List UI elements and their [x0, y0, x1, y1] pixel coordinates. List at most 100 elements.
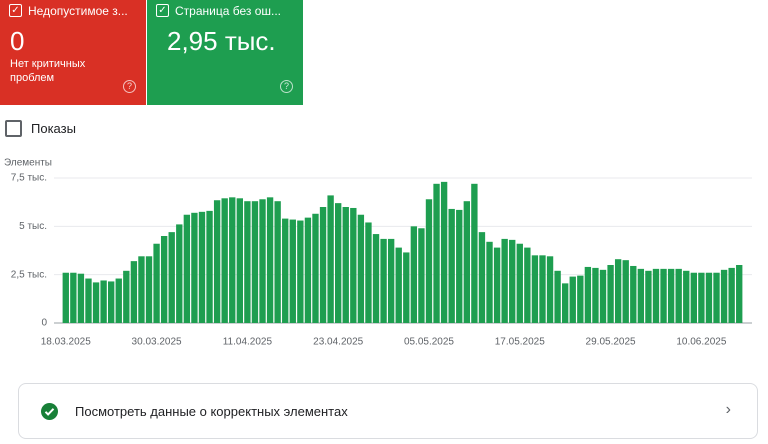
bar: [160, 236, 168, 323]
bar: [319, 207, 327, 323]
checkbox[interactable]: ✓: [9, 4, 22, 17]
bar: [471, 183, 478, 323]
bar: [509, 239, 516, 323]
x-tick-label: 23.04.2025: [313, 337, 363, 348]
checkbox[interactable]: [5, 120, 22, 137]
card-label: Недопустимое з...: [28, 4, 128, 18]
y-axis-label: Элементы: [4, 158, 52, 169]
bar: [546, 256, 554, 323]
bar: [85, 278, 92, 323]
y-tick-label: 5 тыс.: [19, 221, 47, 232]
bar: [251, 201, 259, 323]
checkbox[interactable]: ✓: [156, 4, 169, 17]
bar: [312, 213, 319, 323]
x-tick-label: 10.06.2025: [676, 337, 726, 348]
bar: [524, 247, 531, 323]
bar: [501, 238, 508, 323]
bar: [168, 232, 175, 323]
bar: [115, 278, 122, 323]
bar: [652, 268, 660, 323]
bar: [244, 201, 251, 323]
card-note: Нет критичных проблем: [10, 58, 86, 84]
bar: [229, 197, 236, 323]
bar: [463, 201, 470, 323]
bar: [153, 243, 160, 323]
x-tick-label: 17.05.2025: [495, 337, 545, 348]
bar: [221, 198, 228, 323]
check-icon: [41, 403, 58, 420]
bar: [448, 208, 455, 323]
bar: [77, 273, 85, 323]
bar: [282, 218, 289, 323]
y-tick-label: 0: [41, 318, 47, 329]
x-tick-label: 11.04.2025: [223, 337, 273, 348]
bar: [683, 270, 690, 323]
bar: [592, 267, 599, 323]
x-tick-label: 30.03.2025: [132, 337, 182, 348]
bar: [637, 268, 645, 323]
help-icon[interactable]: ?: [123, 80, 136, 93]
bar: [387, 238, 395, 323]
bar: [365, 222, 372, 323]
bar: [440, 181, 448, 323]
bar: [478, 232, 486, 323]
x-tick-label: 18.03.2025: [41, 337, 91, 348]
card-value: 0: [10, 26, 25, 56]
bar: [357, 214, 365, 323]
bar: [531, 255, 539, 323]
bar: [456, 209, 463, 323]
bar: [403, 252, 410, 323]
error-card[interactable]: ✓ Недопустимое з... 0 Нет критичных проб…: [0, 0, 146, 105]
bar: [372, 234, 380, 323]
y-tick-label: 2,5 тыс.: [11, 269, 47, 280]
bar: [486, 241, 493, 323]
bar: [297, 220, 304, 323]
bar: [145, 256, 153, 323]
card-value: 2,95 тыс.: [167, 26, 276, 56]
x-tick-label: 29.05.2025: [586, 337, 636, 348]
bar: [667, 268, 675, 323]
valid-card[interactable]: ✓ Страница без ош... 2,95 тыс. ?: [147, 0, 303, 105]
bar: [720, 269, 728, 323]
bar: [418, 228, 425, 323]
bar: [206, 210, 213, 323]
bar: [289, 219, 296, 323]
impressions-toggle[interactable]: Показы: [5, 120, 76, 137]
bar: [410, 226, 418, 323]
card-label: Страница без ош...: [175, 4, 282, 18]
check-glyph: [44, 408, 55, 416]
bar: [675, 268, 682, 323]
chevron: ›: [725, 401, 731, 418]
toggle-label: Показы: [31, 121, 76, 136]
bar: [698, 272, 705, 323]
bar: [259, 199, 266, 323]
y-tick-label: 7,5 тыс.: [11, 173, 47, 184]
bar: [433, 183, 440, 323]
bar: [100, 280, 107, 323]
bar: [713, 272, 720, 323]
bar: [614, 259, 622, 323]
bar: [395, 247, 402, 323]
bar: [138, 256, 145, 323]
help-icon[interactable]: ?: [280, 80, 293, 93]
bar: [577, 275, 584, 323]
bar: [705, 272, 713, 323]
bar: [130, 261, 138, 323]
bar: [380, 238, 387, 323]
bar: [690, 272, 697, 323]
bar: [660, 268, 667, 323]
bar: [176, 224, 183, 323]
bar: [183, 214, 191, 323]
valid-items-link[interactable]: Посмотреть данные о корректных элементах…: [18, 383, 758, 439]
bar: [607, 265, 614, 323]
chart: Элементы 0 2,5 тыс. 5 тыс. 7,5 тыс. 18.03.20…: [4, 158, 752, 348]
bar: [630, 265, 637, 323]
bar: [599, 269, 607, 323]
bar: [191, 212, 198, 323]
bar: [539, 255, 546, 323]
bar: [92, 282, 100, 323]
bar: [350, 207, 357, 323]
link-text: Посмотреть данные о корректных элементах: [75, 404, 348, 419]
bar: [266, 197, 274, 323]
